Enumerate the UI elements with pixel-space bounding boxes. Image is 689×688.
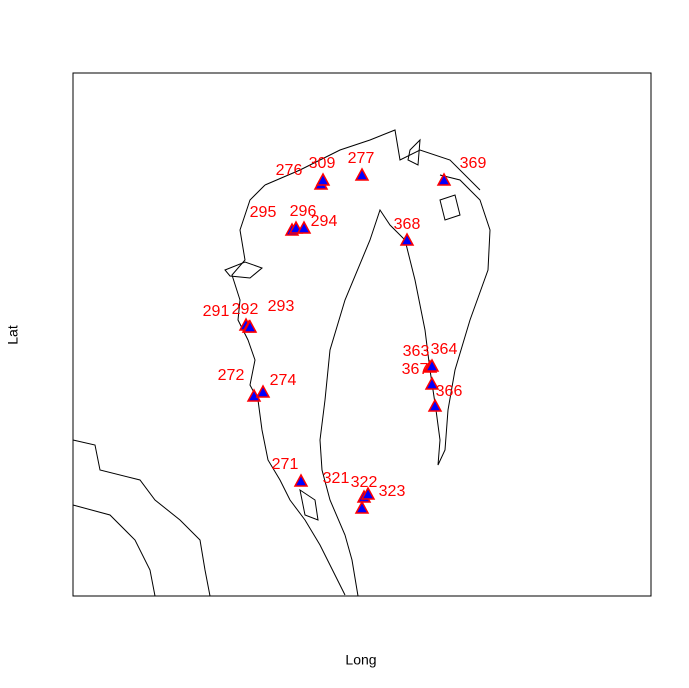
- station-label: 368: [394, 216, 421, 233]
- station-marker: [293, 473, 309, 487]
- station-label: 277: [348, 150, 375, 167]
- station-label: 272: [218, 367, 245, 384]
- station-label: 321: [323, 470, 350, 487]
- station-marker: [436, 172, 452, 186]
- x-axis-label: Long: [345, 652, 376, 668]
- station-label: 367: [402, 361, 429, 378]
- station-label: 364: [431, 341, 458, 358]
- station-marker: [399, 232, 415, 246]
- station-label: 363: [403, 343, 430, 360]
- station-marker: [354, 500, 370, 514]
- station-marker: [255, 384, 271, 398]
- station-marker: [424, 376, 440, 390]
- station-label: 274: [270, 372, 297, 389]
- station-label: 295: [250, 204, 277, 221]
- station-label: 323: [379, 483, 406, 500]
- station-marker: [427, 398, 443, 412]
- station-label: 276: [276, 162, 303, 179]
- station-label: 292: [232, 301, 259, 318]
- station-marker: [424, 358, 440, 372]
- station-label: 366: [436, 383, 463, 400]
- coastline: [72, 129, 491, 597]
- station-marker: [242, 319, 258, 333]
- station-marker: [354, 167, 370, 181]
- station-label: 322: [351, 474, 378, 491]
- station-marker: [315, 172, 331, 186]
- station-label: 294: [311, 213, 338, 230]
- y-axis-label: Lat: [5, 325, 21, 345]
- station-label: 271: [272, 456, 299, 473]
- station-label: 309: [309, 155, 336, 172]
- station-label: 369: [460, 155, 487, 172]
- station-label: 291: [203, 303, 230, 320]
- station-marker: [296, 220, 312, 234]
- plot-frame: [72, 72, 652, 597]
- station-label: 293: [268, 298, 295, 315]
- station-marker: [360, 486, 376, 500]
- station-label: 296: [290, 203, 317, 220]
